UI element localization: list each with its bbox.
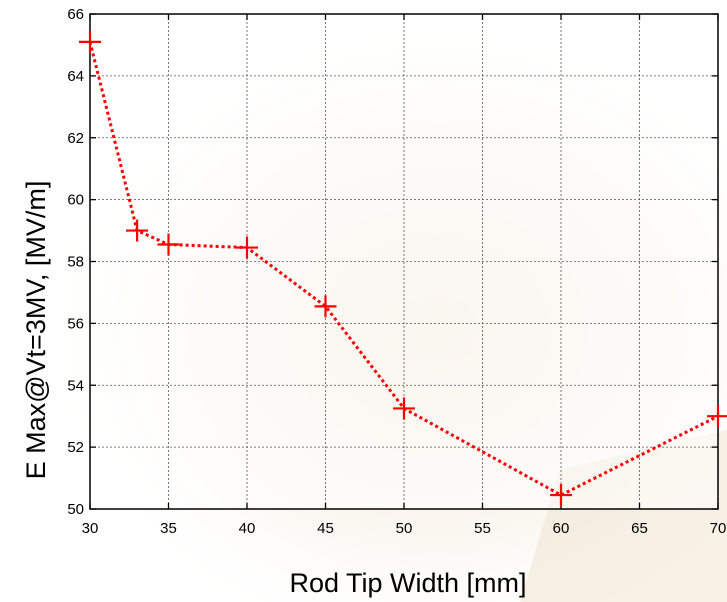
x-tick-label: 45: [317, 520, 334, 537]
y-tick-label: 56: [67, 315, 84, 332]
y-tick-label: 52: [67, 439, 84, 456]
x-tick-label: 70: [710, 520, 727, 537]
y-tick-labels: 50 52 54 56 58 60 62 64 66: [67, 6, 84, 518]
y-axis-label: E Max@Vt=3MV, [MV/m]: [21, 181, 51, 480]
y-tick-label: 66: [67, 6, 84, 23]
x-tick-label: 65: [631, 520, 648, 537]
x-tick-label: 30: [82, 520, 99, 537]
x-tick-label: 40: [239, 520, 256, 537]
y-tick-label: 62: [67, 130, 84, 147]
x-axis-label: Rod Tip Width [mm]: [289, 568, 526, 598]
y-tick-label: 64: [67, 68, 84, 85]
x-tick-labels: 30 35 40 45 50 55 60 65 70: [82, 520, 727, 537]
y-tick-label: 58: [67, 254, 84, 271]
x-tick-label: 60: [553, 520, 570, 537]
x-tick-label: 35: [160, 520, 177, 537]
y-tick-label: 50: [67, 501, 84, 518]
x-tick-label: 55: [474, 520, 491, 537]
x-tick-label: 50: [396, 520, 413, 537]
y-tick-label: 60: [67, 192, 84, 209]
y-tick-label: 54: [67, 377, 84, 394]
